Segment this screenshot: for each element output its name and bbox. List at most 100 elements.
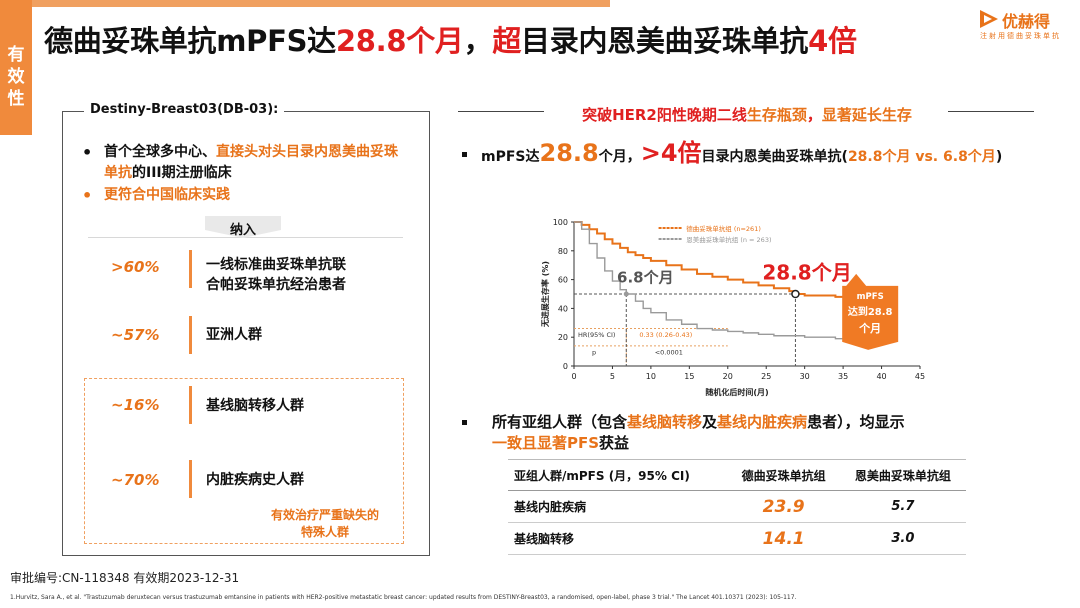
note-line: 特殊人群	[300, 525, 349, 539]
group-divider	[189, 316, 192, 354]
table-row: 基线脑转移 14.1 3.0	[508, 522, 966, 555]
heading-rule-right	[948, 111, 1034, 112]
pfs-text: 个月，	[598, 149, 641, 165]
page-title: 德曲妥珠单抗mPFS达28.8个月，超目录内恩美曲妥珠单抗4倍	[44, 18, 857, 60]
table-cell-value: 14.1	[727, 522, 840, 555]
heading-text: 突破HER2阳性晚期二线	[582, 106, 747, 124]
title-part: 目录内恩美曲妥珠单抗	[521, 24, 809, 58]
include-tab-shape	[205, 216, 281, 238]
title-highlight: 4倍	[808, 24, 857, 58]
group-divider	[189, 386, 192, 424]
bullet-square	[462, 420, 467, 425]
right-heading: 突破HER2阳性晚期二线生存瓶颈，显著延长生存	[460, 104, 1034, 125]
pfs-highlight: 28.8个月 vs. 6.8个月	[847, 149, 996, 165]
x-axis-label: 随机化后时间(月)	[705, 387, 768, 397]
stats-p-value: <0.0001	[655, 348, 683, 356]
logo-text: 优赫得	[1002, 12, 1051, 31]
note-line: 有效治疗严重缺失的	[270, 508, 379, 522]
stats-hr-value: 0.33 (0.26-0.43)	[639, 331, 692, 339]
group-percent: >60%	[111, 258, 160, 276]
sub-highlight: 一致且显著PFS	[492, 434, 600, 452]
table-row: 基线内脏疾病 23.9 5.7	[508, 490, 966, 523]
brand-logo: 优赫得 注射用德曲妥珠单抗	[978, 6, 1074, 42]
group-label-line: 合帕妥珠单抗经治患者	[206, 277, 346, 293]
annotation-median-treatment: 28.8个月	[762, 261, 851, 285]
sub-highlight: 基线脑转移	[627, 413, 703, 431]
median-marker	[791, 289, 800, 299]
bullet-square	[462, 152, 467, 157]
bullet-text: 的III期注册临床	[132, 165, 232, 181]
y-tick-label: 0	[563, 362, 568, 371]
reference-citation: 1.Hurvitz, Sara A., et al. "Trastuzumab …	[10, 594, 797, 601]
y-tick-label: 100	[553, 218, 568, 227]
heading-rule-left	[458, 111, 544, 112]
bullet-clinical-practice: 更符合中国临床实践	[104, 187, 230, 203]
x-tick-label: 15	[684, 372, 694, 381]
x-tick-label: 20	[723, 372, 733, 381]
median-marker	[623, 291, 629, 297]
heading-highlight: 生存瓶颈	[746, 106, 807, 124]
sub-text: 患者），均显示	[807, 413, 905, 431]
group-label: 基线脑转移人群	[206, 398, 304, 414]
approval-number: 审批编号:CN-118348 有效期2023-12-31	[10, 571, 240, 585]
stats-hr-label: HR(95% CI)	[578, 331, 615, 339]
callout-line: 达到28.8	[848, 305, 893, 318]
pfs-highlight: 28.8	[539, 139, 599, 167]
special-population-note: 有效治疗严重缺失的 特殊人群	[240, 507, 410, 541]
include-divider	[88, 237, 403, 238]
legend-label: 恩美曲妥珠单抗组 (n = 263)	[686, 235, 771, 244]
y-tick-label: 80	[558, 247, 568, 256]
side-tab: 有效性	[0, 0, 32, 135]
callout-line: 个月	[858, 321, 881, 335]
x-tick-label: 30	[800, 372, 810, 381]
bullet-dot: •	[82, 186, 93, 205]
x-tick-label: 10	[646, 372, 656, 381]
x-tick-label: 0	[571, 372, 576, 381]
table-cell-value: 3.0	[839, 522, 966, 555]
title-highlight: 28.8个月	[335, 24, 464, 58]
group-label: 内脏疾病史人群	[206, 472, 304, 488]
pfs-highlight: >4倍	[640, 139, 702, 167]
sub-highlight: 基线内脏疾病	[717, 413, 808, 431]
table-cell-value: 23.9	[727, 490, 840, 523]
callout-line: mPFS	[857, 292, 884, 302]
x-tick-label: 45	[915, 372, 925, 381]
legend-label: 德曲妥珠单抗组 (n=261)	[686, 224, 761, 233]
y-tick-label: 60	[558, 276, 568, 285]
sub-text: 获益	[599, 434, 630, 452]
pfs-text: )	[995, 149, 1003, 165]
km-curve-chart: 0 20 40 60 80 100 0 5 10 15 20 25 30 35 40 45 无进展生存率 (%)…	[540, 218, 925, 397]
x-tick-label: 35	[838, 372, 848, 381]
y-axis-label: 无进展生存率 (%)	[540, 261, 550, 328]
pfs-text: 目录内恩美曲妥珠单抗(	[701, 149, 848, 165]
group-divider	[189, 460, 192, 498]
group-divider	[189, 250, 192, 288]
bullet-dot: •	[82, 143, 93, 162]
bullet-highlight: 直接头对头目录内恩美曲妥珠单抗	[104, 144, 398, 181]
x-tick-label: 5	[610, 372, 615, 381]
table-header: 恩美曲妥珠单抗组	[839, 459, 966, 491]
annotation-median-control: 6.8个月	[617, 268, 674, 286]
x-tick-label: 40	[876, 372, 886, 381]
bullet-study-design: 首个全球多中心、直接头对头目录内恩美曲妥珠单抗的III期注册临床	[104, 142, 404, 184]
group-label-line: 一线标准曲妥珠单抗联	[206, 257, 346, 273]
series-line-2	[574, 221, 867, 342]
stats-p-label: p	[592, 348, 596, 356]
special-population-box	[84, 378, 404, 544]
bullet-text: 首个全球多中心、	[104, 144, 216, 160]
group-label: 亚洲人群	[206, 327, 262, 343]
table-cell-label: 基线内脏疾病	[508, 490, 728, 523]
y-tick-label: 20	[558, 333, 568, 342]
heading-highlight: 显著延长生存	[821, 106, 912, 124]
group-percent: ~70%	[111, 471, 160, 489]
title-part: ，	[463, 24, 493, 58]
table-header: 德曲妥珠单抗组	[727, 459, 840, 491]
subgroup-statement: 所有亚组人群（包含基线脑转移及基线内脏疾病患者），均显示 一致且显著PFS获益	[492, 412, 1032, 454]
table-header: 亚组人群/mPFS (月，95% CI)	[508, 459, 728, 491]
title-part: 德曲妥珠单抗mPFS达	[44, 24, 336, 58]
mpfs-statement: mPFS达28.8个月，>4倍目录内恩美曲妥珠单抗(28.8个月 vs. 6.8…	[481, 141, 1071, 170]
subgroup-table: 亚组人群/mPFS (月，95% CI) 德曲妥珠单抗组 恩美曲妥珠单抗组 基线…	[508, 459, 966, 555]
table-header-row: 亚组人群/mPFS (月，95% CI) 德曲妥珠单抗组 恩美曲妥珠单抗组	[508, 459, 966, 491]
top-accent-bar	[0, 0, 610, 7]
group-percent: ~16%	[111, 396, 160, 414]
